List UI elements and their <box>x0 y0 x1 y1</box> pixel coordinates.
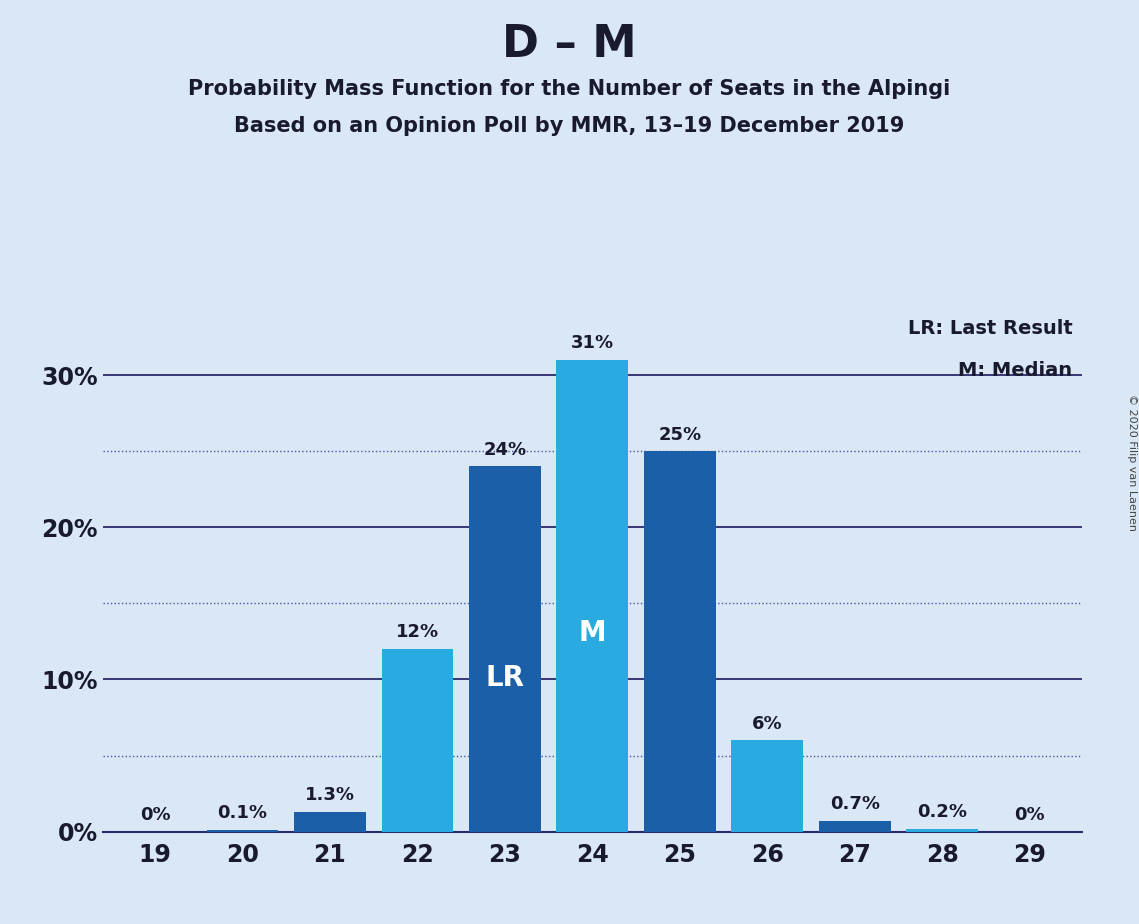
Text: D – M: D – M <box>502 23 637 67</box>
Text: 1.3%: 1.3% <box>305 786 355 804</box>
Bar <box>469 467 541 832</box>
Text: 0.7%: 0.7% <box>829 796 879 813</box>
Text: 0.1%: 0.1% <box>218 805 268 822</box>
Text: 6%: 6% <box>752 714 782 733</box>
Bar <box>819 821 891 832</box>
Text: M: Median: M: Median <box>958 360 1072 380</box>
Bar <box>294 812 366 832</box>
Text: M: M <box>579 619 606 648</box>
Text: 31%: 31% <box>571 334 614 352</box>
Text: Based on an Opinion Poll by MMR, 13–19 December 2019: Based on an Opinion Poll by MMR, 13–19 D… <box>235 116 904 136</box>
Bar <box>557 359 628 832</box>
Text: 12%: 12% <box>395 624 439 641</box>
Text: LR: LR <box>485 664 524 692</box>
Bar <box>907 829 978 832</box>
Text: 25%: 25% <box>658 426 702 444</box>
Text: LR: Last Result: LR: Last Result <box>908 320 1072 338</box>
Text: 0.2%: 0.2% <box>917 803 967 821</box>
Text: 24%: 24% <box>483 441 526 458</box>
Text: 0%: 0% <box>1014 806 1044 824</box>
Bar <box>382 649 453 832</box>
Bar <box>206 830 278 832</box>
Text: Probability Mass Function for the Number of Seats in the Alpingi: Probability Mass Function for the Number… <box>188 79 951 99</box>
Text: © 2020 Filip van Laenen: © 2020 Filip van Laenen <box>1126 394 1137 530</box>
Bar <box>644 451 715 832</box>
Text: 0%: 0% <box>140 806 171 824</box>
Bar <box>731 740 803 832</box>
